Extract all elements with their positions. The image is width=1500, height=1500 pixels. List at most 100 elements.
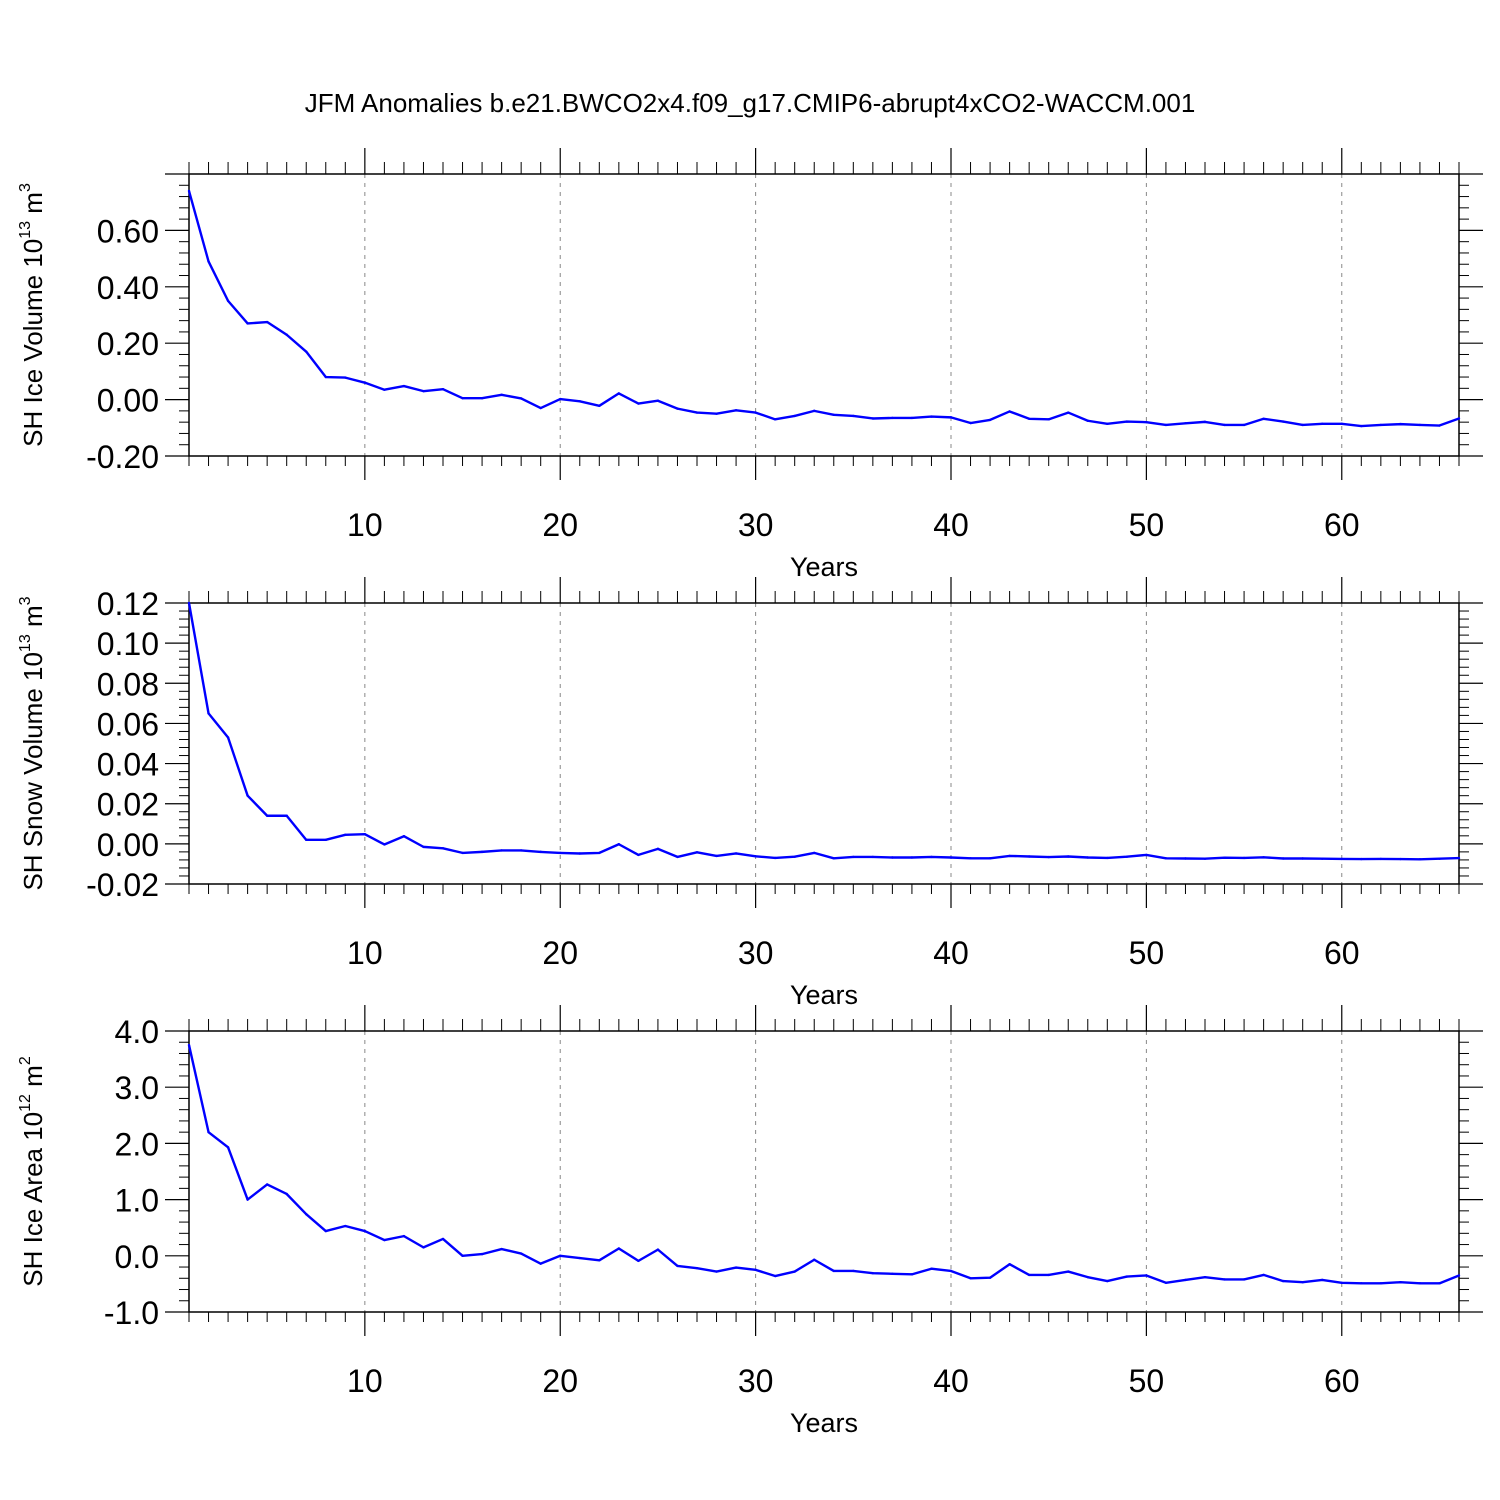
data-point bbox=[852, 1269, 855, 1273]
data-point bbox=[754, 1268, 757, 1272]
x-tick-label: 20 bbox=[542, 507, 578, 543]
y-tick-label: 0.0 bbox=[115, 1239, 159, 1275]
data-point bbox=[1223, 423, 1226, 427]
data-point bbox=[617, 1247, 621, 1250]
data-point bbox=[265, 320, 269, 324]
chart-panel-3: 10 20 30 40 50 60 Years -1.0 0.0 1.0 2.0 3.0 4.0 SH I… bbox=[17, 1005, 1483, 1438]
data-point bbox=[1125, 1275, 1129, 1278]
data-point bbox=[1242, 423, 1246, 427]
data-point bbox=[519, 397, 523, 400]
data-point bbox=[656, 399, 660, 402]
x-tick-label: 30 bbox=[738, 507, 774, 543]
data-point bbox=[1184, 1278, 1187, 1282]
data-point bbox=[1262, 856, 1265, 859]
data-point bbox=[305, 350, 308, 353]
data-point bbox=[383, 388, 386, 391]
data-point bbox=[285, 814, 288, 817]
data-point bbox=[344, 833, 347, 837]
data-point bbox=[930, 415, 933, 418]
data-point bbox=[1301, 857, 1304, 860]
data-point bbox=[1106, 1279, 1109, 1283]
data-point bbox=[1008, 410, 1011, 413]
data-point bbox=[656, 1248, 660, 1251]
data-point bbox=[1184, 857, 1187, 860]
y-axis-label-ylabel-unit-exp: 2 bbox=[17, 1056, 34, 1065]
data-point bbox=[910, 416, 914, 420]
data-point bbox=[1340, 857, 1343, 861]
data-point bbox=[1360, 424, 1363, 428]
x-tick-label: 50 bbox=[1129, 1363, 1165, 1399]
data-point bbox=[480, 1252, 484, 1256]
y-axis-label-ylabel-exp: 13 bbox=[17, 221, 34, 239]
plot-frame bbox=[188, 173, 1460, 457]
data-point bbox=[422, 1246, 425, 1249]
data-point bbox=[1125, 420, 1129, 423]
data-point bbox=[1457, 1274, 1461, 1277]
data-point bbox=[1340, 422, 1343, 426]
x-tick-label: 10 bbox=[347, 1363, 383, 1399]
data-point bbox=[656, 847, 660, 851]
data-point bbox=[1321, 1278, 1324, 1282]
data-point bbox=[891, 856, 894, 859]
data-point bbox=[1027, 855, 1031, 858]
y-tick-label: 0.00 bbox=[97, 827, 159, 863]
y-axis-label-ylabel-exp: 13 bbox=[17, 634, 34, 652]
data-point bbox=[949, 416, 953, 419]
data-point bbox=[1145, 420, 1148, 424]
data-point bbox=[773, 856, 777, 860]
y-tick-label: -0.20 bbox=[86, 439, 159, 475]
data-point bbox=[559, 1254, 562, 1258]
data-point bbox=[344, 376, 347, 379]
data-point bbox=[285, 1192, 288, 1196]
data-point bbox=[1457, 856, 1461, 860]
y-axis-label-ylabel: SH Ice Volume 10 bbox=[18, 239, 48, 447]
y-axis-label-ylabel-unit: m bbox=[18, 605, 48, 634]
data-point bbox=[1125, 855, 1129, 858]
data-point bbox=[422, 845, 425, 849]
data-point bbox=[578, 852, 581, 855]
data-point bbox=[1457, 417, 1461, 420]
data-point bbox=[578, 400, 581, 403]
data-point bbox=[949, 856, 953, 859]
data-point bbox=[1047, 1273, 1050, 1277]
data-point bbox=[207, 260, 210, 263]
data-point bbox=[1418, 858, 1422, 861]
data-point bbox=[773, 1274, 777, 1278]
data-point bbox=[793, 1270, 796, 1273]
data-point bbox=[305, 1213, 308, 1216]
plot-frame bbox=[188, 1030, 1460, 1313]
data-point bbox=[715, 1270, 718, 1273]
data-point bbox=[1301, 1281, 1304, 1284]
data-point bbox=[187, 601, 191, 605]
x-tick-label: 20 bbox=[542, 1363, 578, 1399]
data-point bbox=[1281, 857, 1285, 860]
data-point bbox=[1281, 420, 1285, 423]
data-point bbox=[1164, 1281, 1168, 1284]
data-point bbox=[1438, 424, 1441, 427]
data-point bbox=[1203, 420, 1207, 424]
x-tick-label: 40 bbox=[933, 1363, 969, 1399]
data-point bbox=[441, 847, 445, 850]
data-point bbox=[578, 1256, 581, 1260]
data-point bbox=[637, 402, 640, 405]
data-point bbox=[461, 1254, 464, 1258]
data-point bbox=[1262, 1273, 1265, 1277]
data-point bbox=[265, 1183, 269, 1186]
data-point bbox=[1203, 857, 1207, 860]
data-point bbox=[637, 853, 640, 857]
data-point bbox=[500, 1247, 503, 1251]
y-tick-label: -0.02 bbox=[86, 867, 159, 903]
data-point bbox=[715, 412, 718, 415]
data-point bbox=[1203, 1275, 1207, 1279]
data-point bbox=[539, 406, 542, 410]
x-tick-label: 30 bbox=[738, 935, 774, 971]
data-point bbox=[813, 409, 816, 413]
data-point bbox=[695, 851, 699, 854]
data-point bbox=[402, 1234, 406, 1238]
y-tick-label: 0.60 bbox=[97, 213, 159, 249]
data-point bbox=[754, 855, 757, 858]
data-point bbox=[813, 1258, 816, 1261]
data-point bbox=[695, 1266, 699, 1270]
data-point bbox=[1242, 856, 1246, 860]
data-point bbox=[265, 814, 269, 817]
